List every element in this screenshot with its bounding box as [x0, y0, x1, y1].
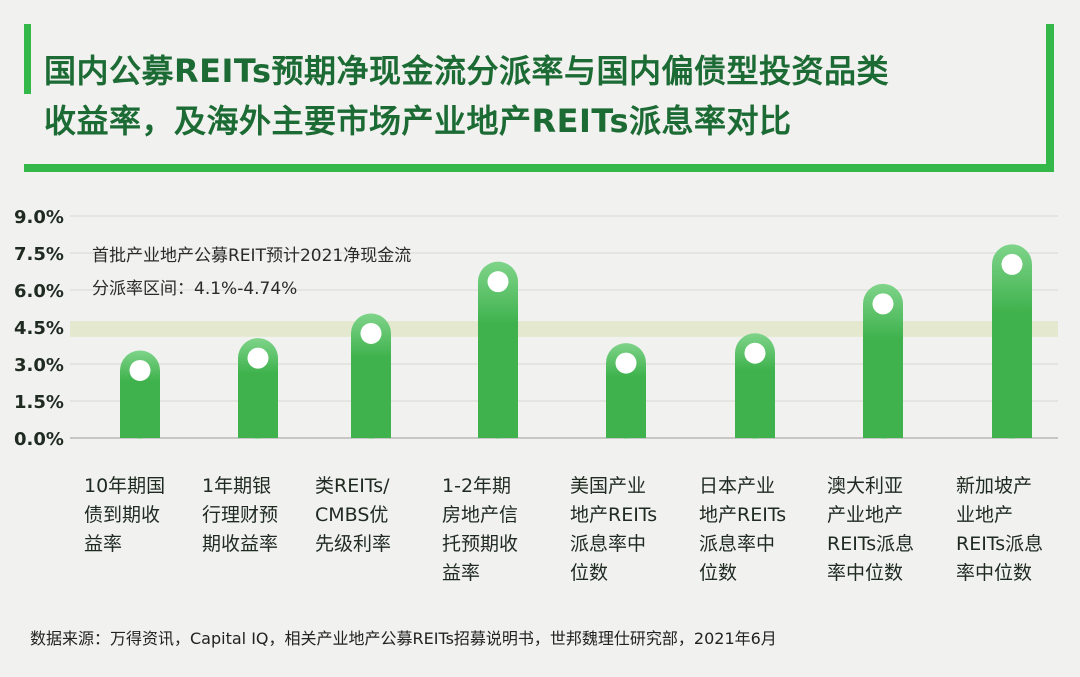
- range-band: [70, 321, 1058, 337]
- x-category-label: 新加坡产: [956, 475, 1032, 497]
- chart-title-line-1: 国内公募REITs预期净现金流分派率与国内偏债型投资品类: [44, 52, 890, 90]
- x-category-label: 行理财预: [202, 504, 278, 526]
- title-accent-bar: [24, 24, 31, 94]
- x-category-label: 美国产业: [570, 475, 646, 497]
- x-category-label: 益率: [84, 533, 122, 555]
- bar: [351, 313, 391, 439]
- x-category-label: 位数: [570, 562, 608, 584]
- x-category-label: 1-2年期: [442, 475, 511, 497]
- x-category-label: 日本产业: [699, 475, 775, 497]
- y-tick-label: 3.0%: [14, 355, 64, 376]
- x-category-label: 派息率中: [699, 533, 775, 555]
- y-tick-label: 0.0%: [14, 429, 64, 450]
- x-category-label: 产业地产: [827, 504, 903, 526]
- x-category-label: 澳大利亚: [827, 475, 903, 497]
- y-tick-label: 9.0%: [14, 207, 64, 228]
- bar-marker: [744, 342, 766, 364]
- bar: [735, 333, 775, 439]
- chart-title-line-2: 收益率，及海外主要市场产业地产REITs派息率对比: [44, 102, 792, 140]
- range-annotation-line-1: 首批产业地产公募REIT预计2021净现金流: [92, 246, 411, 266]
- bar-marker: [1001, 253, 1023, 275]
- bar-marker: [129, 359, 151, 381]
- x-category-label: 债到期收: [84, 504, 160, 526]
- bar: [992, 244, 1032, 439]
- x-category-label: 地产REITs: [570, 504, 657, 526]
- bar-base: [606, 418, 646, 438]
- title-frame: [24, 24, 1054, 172]
- source-note: 数据来源：万得资讯，Capital IQ，相关产业地产公募REITs招募说明书，…: [30, 629, 777, 648]
- y-tick-label: 4.5%: [14, 318, 64, 339]
- bar: [238, 338, 278, 439]
- bar: [606, 343, 646, 439]
- x-category-label: 位数: [699, 562, 737, 584]
- bar-base: [238, 418, 278, 438]
- bar-base: [992, 418, 1032, 438]
- y-tick-label: 7.5%: [14, 244, 64, 265]
- x-category-label: CMBS优: [315, 504, 388, 526]
- bar-base: [863, 418, 903, 438]
- bar-base: [735, 418, 775, 438]
- x-category-label: 类REITs/: [315, 475, 390, 497]
- y-tick-label: 1.5%: [14, 392, 64, 413]
- x-category-label: 1年期银: [202, 475, 271, 497]
- bar: [863, 283, 903, 439]
- x-category-label: 率中位数: [827, 562, 903, 584]
- bar-marker: [872, 293, 894, 315]
- x-category-label: 地产REITs: [699, 504, 786, 526]
- x-category-label: 业地产: [956, 504, 1013, 526]
- bar: [478, 261, 518, 439]
- x-category-label: 房地产信: [442, 504, 518, 526]
- bar-marker: [360, 322, 382, 344]
- bar-chart: 0.0% 1.5% 3.0% 4.5% 6.0% 7.5% 9.0% 首批产业地产公募REIT…: [14, 207, 1058, 584]
- x-category-label: 派息率中: [570, 533, 646, 555]
- x-category-label: 托预期收: [442, 533, 518, 555]
- x-category-label: REITs派息: [827, 533, 914, 555]
- x-category-label: 先级利率: [315, 533, 391, 555]
- bar-marker: [615, 352, 637, 374]
- x-category-label: 率中位数: [956, 562, 1032, 584]
- bar-base: [351, 418, 391, 438]
- x-category-label: REITs派息: [956, 533, 1043, 555]
- bar-marker: [247, 347, 269, 369]
- x-category-label: 期收益率: [202, 533, 278, 555]
- x-category-label: 益率: [442, 562, 480, 584]
- bar-base: [120, 418, 160, 438]
- bar-marker: [487, 271, 509, 293]
- range-annotation-line-2: 分派率区间：4.1%-4.74%: [92, 279, 297, 299]
- y-tick-label: 6.0%: [14, 281, 64, 302]
- x-category-label: 10年期国: [84, 475, 165, 497]
- bar-base: [478, 418, 518, 438]
